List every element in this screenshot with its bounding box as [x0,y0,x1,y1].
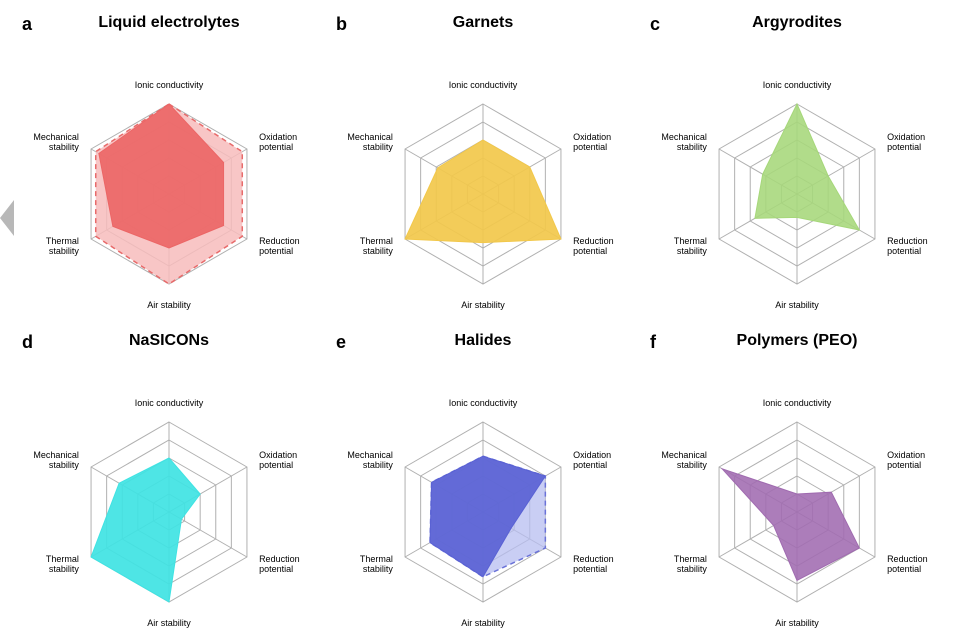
panel-title: Halides [326,332,640,350]
radar-axis-label: Mechanicalstability [661,450,707,470]
radar-axis-label: Mechanicalstability [661,132,707,152]
radar-axis-label: Oxidationpotential [887,132,925,152]
radar-axis-label: Reductionpotential [887,236,928,256]
radar-series-nasicons [91,458,200,602]
panel-d: dNaSICONsIonic conductivityOxidationpote… [12,326,326,644]
radar-chart: Ionic conductivity Oxidationpotential Redu… [640,344,954,644]
radar-series-garnets [405,140,561,243]
panel-b: bGarnetsIonic conductivityOxidationpoten… [326,8,640,326]
radar-axis-label: Ionic conductivity [763,398,832,408]
radar-axis-label: Air stability [147,300,191,310]
radar-axis-label: Mechanicalstability [347,132,393,152]
radar-axis-label: Reductionpotential [573,236,614,256]
radar-series-liquid-electrolytes-primary [99,104,224,248]
radar-axis-label: Air stability [775,300,819,310]
radar-axis-label: Oxidationpotential [259,450,297,470]
radar-axis-label: Mechanicalstability [33,450,79,470]
radar-axis-label: Ionic conductivity [135,80,204,90]
radar-axis-label: Thermalstability [674,554,708,574]
radar-axis-label: Reductionpotential [259,236,300,256]
radar-axis-label: Thermalstability [360,554,394,574]
panel-a: aLiquid electrolytesIonic conductivityOx… [12,8,326,326]
radar-axis-label: Ionic conductivity [449,80,518,90]
radar-axis-label: Mechanicalstability [347,450,393,470]
radar-axis-label: Ionic conductivity [135,398,204,408]
radar-chart: Ionic conductivity Oxidationpotential Redu… [12,26,326,326]
radar-axis-label: Air stability [147,618,191,628]
radar-axis-label: Thermalstability [674,236,708,256]
panel-title: Argyrodites [640,14,954,32]
radar-axis-label: Air stability [461,618,505,628]
radar-axis-label: Reductionpotential [259,554,300,574]
radar-axis-label: Mechanicalstability [33,132,79,152]
radar-axis-label: Ionic conductivity [449,398,518,408]
panel-f: fPolymers (PEO)Ionic conductivityOxidati… [640,326,954,644]
radar-axis-label: Oxidationpotential [259,132,297,152]
radar-axis-label: Thermalstability [46,236,80,256]
radar-axis-label: Air stability [461,300,505,310]
radar-axis-label: Ionic conductivity [763,80,832,90]
panel-c: cArgyroditesIonic conductivityOxidationp… [640,8,954,326]
radar-axis-label: Air stability [775,618,819,628]
radar-chart: Ionic conductivity Oxidationpotential Redu… [640,26,954,326]
panel-title: Polymers (PEO) [640,332,954,350]
radar-axis-label: Oxidationpotential [573,450,611,470]
radar-chart: Ionic conductivity Oxidationpotential Redu… [326,344,640,644]
panel-title: Garnets [326,14,640,32]
radar-series-polymers-peo [722,469,859,581]
radar-axis-label: Oxidationpotential [887,450,925,470]
radar-axis-label: Reductionpotential [887,554,928,574]
figure-grid: aLiquid electrolytesIonic conductivityOx… [0,0,966,629]
radar-axis-label: Thermalstability [46,554,80,574]
radar-chart: Ionic conductivity Oxidationpotential Redu… [12,344,326,644]
radar-axis-label: Reductionpotential [573,554,614,574]
radar-chart: Ionic conductivity Oxidationpotential Redu… [326,26,640,326]
panel-title: NaSICONs [12,332,326,350]
radar-axis-label: Thermalstability [360,236,394,256]
panel-e: eHalidesIonic conductivityOxidationpoten… [326,326,640,644]
radar-axis-label: Oxidationpotential [573,132,611,152]
panel-title: Liquid electrolytes [12,14,326,32]
